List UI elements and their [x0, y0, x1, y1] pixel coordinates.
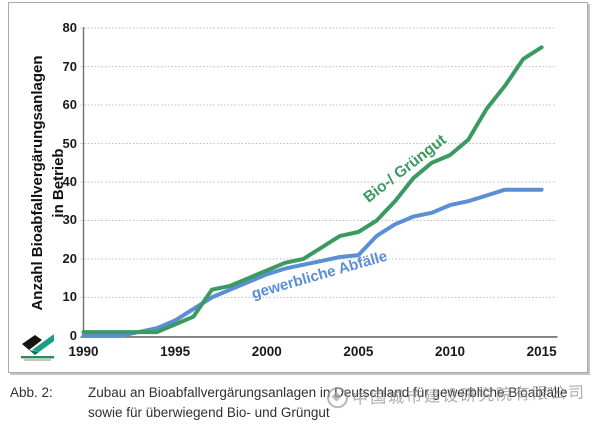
logo-mark-teal-dark: [29, 350, 39, 355]
ytick-label: 60: [62, 97, 77, 113]
series-line-bio-gruengut: [81, 45, 544, 335]
logo-subtext-bar: [24, 359, 51, 361]
ytick-label: 10: [62, 289, 77, 305]
xtick-label: 2005: [343, 344, 374, 359]
caption-text: Zubau an Bioabfallvergärungsanlagen in D…: [88, 383, 588, 423]
series-line-gewerbliche-abfaelle: [81, 187, 544, 338]
line-chart: [80, 27, 558, 338]
ytick-label: 40: [62, 174, 77, 189]
figure-panel: Anzahl Bioabfallvergärungsanlagen in Bet…: [8, 2, 588, 373]
caption-number: Abb. 2:: [10, 385, 53, 400]
ytick-label: 30: [62, 212, 77, 228]
logo-mark-teal: [32, 334, 54, 352]
logo-mark-dark: [22, 335, 42, 350]
xtick-label: 1990: [68, 344, 99, 359]
ytick-label: 20: [62, 250, 77, 266]
ytick-label: 80: [62, 20, 77, 36]
caption-line-2: sowie für überwiegend Bio- und Grüngut: [88, 405, 330, 420]
xtick-label: 2015: [526, 344, 557, 359]
ytick-label: 0: [69, 327, 77, 343]
xtick-label: 2010: [434, 344, 465, 359]
xtick-label: 2000: [251, 344, 282, 359]
ytick-label: 70: [62, 58, 77, 74]
caption-line-1: Zubau an Bioabfallvergärungsanlagen in D…: [88, 385, 568, 400]
witzenhausen-institut-logo: [21, 334, 54, 361]
ytick-label: 50: [62, 135, 77, 151]
xtick-label: 1995: [160, 344, 191, 359]
logo-text-bar: [21, 356, 54, 359]
